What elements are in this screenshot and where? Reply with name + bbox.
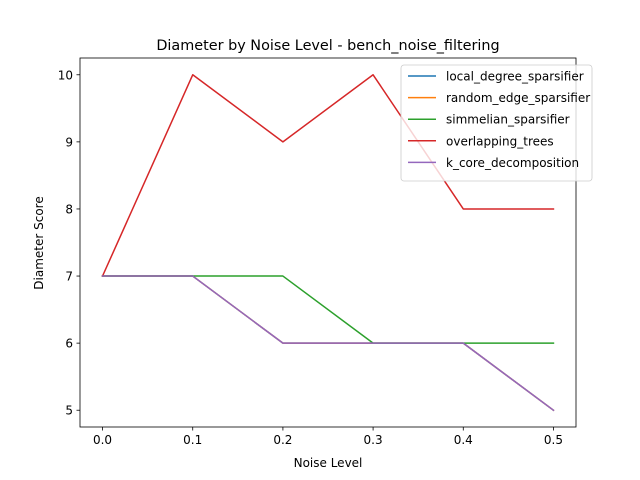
y-tick-label: 5: [65, 404, 73, 418]
series-line-k-core-decomposition: [101, 275, 555, 412]
plot-area: [101, 74, 555, 412]
legend: local_degree_sparsifier random_edge_spars…: [400, 64, 593, 182]
legend-label-k-core-decomposition: k_core_decomposition: [446, 156, 579, 170]
legend-label-random-edge-sparsifier: random_edge_sparsifier: [446, 91, 590, 105]
x-tick-label: 0.5: [544, 433, 563, 447]
y-tick-label: 6: [65, 337, 73, 351]
y-tick-label: 8: [65, 202, 73, 216]
axes-frame: [79, 57, 577, 428]
y-tick-label: 10: [58, 68, 73, 82]
y-axis-label: Diameter Score: [32, 196, 46, 289]
axes: 0.0 0.1 0.2 0.3 0.4 0.5 5 6 7 8 9 10: [58, 57, 577, 447]
x-tick-label: 0.3: [364, 433, 383, 447]
x-axis-label: Noise Level: [294, 456, 363, 470]
x-tick-label: 0.2: [273, 433, 292, 447]
y-tick-label: 9: [65, 135, 73, 149]
x-tick-label: 0.1: [183, 433, 202, 447]
legend-box: [400, 64, 593, 182]
x-tick-label: 0.0: [93, 433, 112, 447]
series-line-overlapping-trees: [101, 74, 555, 278]
chart-title: Diameter by Noise Level - bench_noise_fi…: [156, 38, 499, 54]
x-tick-label: 0.4: [454, 433, 473, 447]
legend-label-simmelian-sparsifier: simmelian_sparsifier: [446, 113, 570, 127]
legend-label-local-degree-sparsifier: local_degree_sparsifier: [446, 70, 584, 84]
y-tick-label: 7: [65, 270, 73, 284]
legend-label-overlapping-trees: overlapping_trees: [446, 134, 554, 148]
